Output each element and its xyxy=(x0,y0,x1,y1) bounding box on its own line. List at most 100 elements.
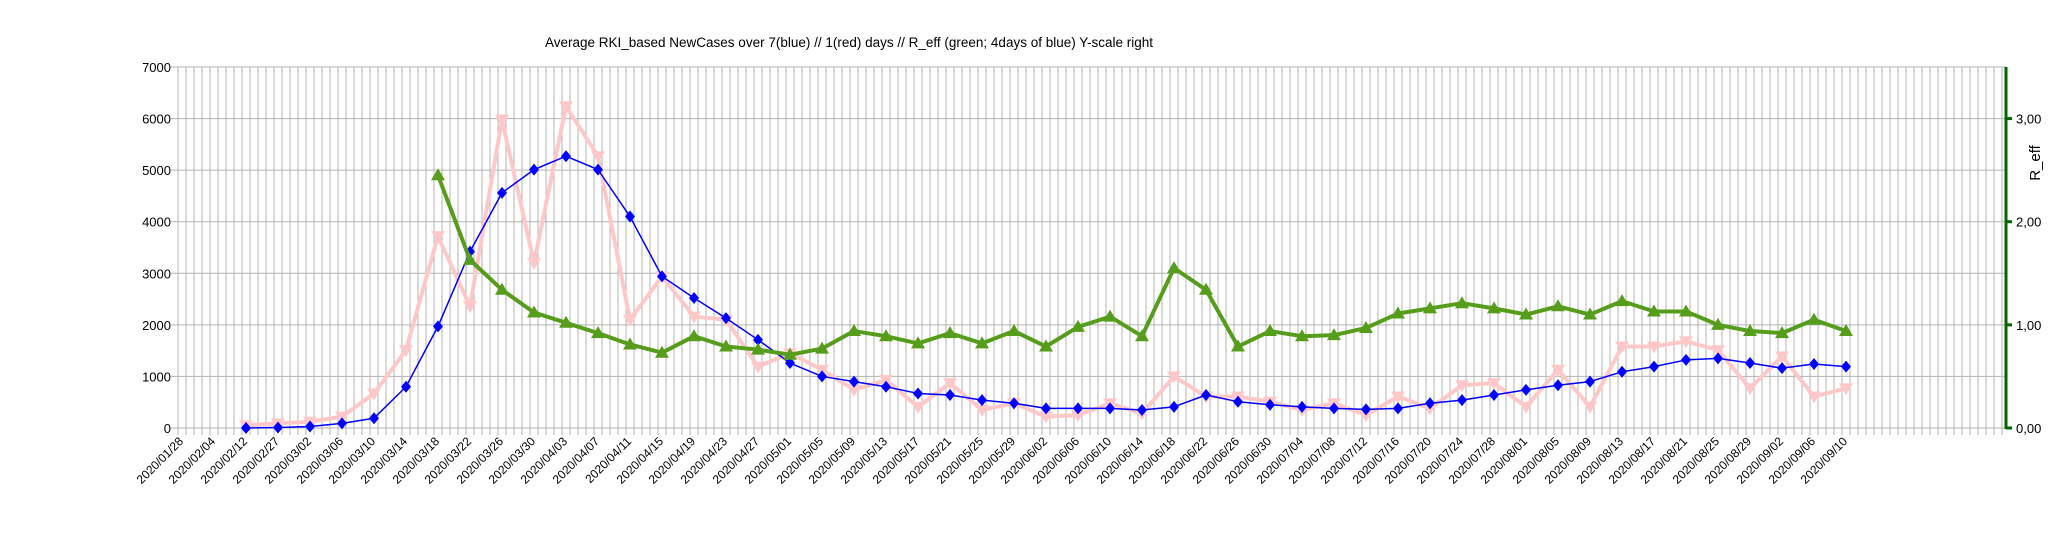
data-point-triangle-down xyxy=(1775,351,1789,364)
y-tick-label: 3000 xyxy=(142,266,171,281)
data-point-triangle-up xyxy=(623,337,637,350)
data-point-triangle-up xyxy=(495,282,509,295)
data-point-triangle-down xyxy=(367,388,381,401)
data-point-diamond xyxy=(1745,357,1755,370)
data-point-diamond xyxy=(1233,395,1243,408)
data-point-diamond xyxy=(273,421,283,434)
y-axis-right: 0,00 1,00 2,00 3,00 xyxy=(2004,67,2041,436)
data-point-triangle-down xyxy=(687,311,701,324)
data-point-triangle-up xyxy=(1391,306,1405,319)
data-point-triangle-up xyxy=(1615,294,1629,307)
data-point-diamond xyxy=(1265,398,1275,411)
data-point-diamond xyxy=(497,186,507,199)
data-point-diamond xyxy=(1553,379,1563,392)
y-tick-label: 0 xyxy=(164,421,171,436)
data-point-triangle-up xyxy=(527,305,541,318)
data-point-diamond xyxy=(785,357,795,370)
data-point-diamond xyxy=(881,380,891,393)
data-point-triangle-up xyxy=(463,252,477,265)
data-point-triangle-up xyxy=(655,345,669,358)
data-point-triangle-up xyxy=(1199,282,1213,295)
data-point-diamond xyxy=(1713,352,1723,365)
data-point-diamond xyxy=(977,394,987,407)
data-point-diamond xyxy=(753,333,763,346)
data-point-triangle-down xyxy=(1039,411,1053,424)
data-point-triangle-down xyxy=(1551,364,1565,377)
data-point-triangle-up xyxy=(1231,339,1245,352)
data-point-triangle-down xyxy=(399,345,413,358)
data-point-triangle-up xyxy=(911,336,925,349)
data-point-diamond xyxy=(1585,375,1595,388)
data-point-diamond xyxy=(433,320,443,333)
data-point-triangle-up xyxy=(847,324,861,337)
data-point-diamond xyxy=(1137,403,1147,416)
data-point-triangle-up xyxy=(559,315,573,328)
data-point-diamond xyxy=(241,422,251,434)
data-point-diamond xyxy=(1617,365,1627,378)
data-point-triangle-up xyxy=(1423,301,1437,314)
data-point-triangle-down xyxy=(1391,391,1405,404)
data-point-triangle-up xyxy=(1807,312,1821,325)
y-tick-label: 6000 xyxy=(142,112,171,127)
data-point-triangle-down xyxy=(591,151,605,164)
data-point-triangle-down xyxy=(431,231,445,244)
data-point-triangle-up xyxy=(943,326,957,339)
y2-tick-label: 3,00 xyxy=(2016,112,2041,127)
data-point-diamond xyxy=(1809,358,1819,371)
series-layer xyxy=(239,101,1853,434)
data-point-diamond xyxy=(1841,360,1851,373)
series-line xyxy=(436,174,1847,357)
data-point-triangle-up xyxy=(1679,304,1693,317)
data-point-triangle-down xyxy=(911,401,925,414)
data-point-diamond xyxy=(817,370,827,383)
data-point-triangle-up xyxy=(1487,301,1501,314)
data-point-diamond xyxy=(337,417,347,430)
data-point-triangle-up xyxy=(1263,324,1277,337)
data-point-triangle-down xyxy=(623,314,637,327)
data-point-triangle-up xyxy=(1167,261,1181,274)
data-point-triangle-down xyxy=(1487,378,1501,391)
data-point-triangle-down xyxy=(975,404,989,417)
series-line xyxy=(245,155,1847,429)
data-point-triangle-down xyxy=(1615,341,1629,354)
data-point-diamond xyxy=(305,420,315,433)
y-tick-label: 7000 xyxy=(142,60,171,75)
data-point-triangle-down xyxy=(1839,383,1853,396)
data-point-triangle-down xyxy=(1807,391,1821,404)
data-point-triangle-up xyxy=(1711,317,1725,330)
data-point-diamond xyxy=(1777,362,1787,375)
data-point-triangle-up xyxy=(879,329,893,342)
data-point-triangle-up xyxy=(1007,324,1021,337)
data-point-triangle-up xyxy=(783,347,797,360)
data-point-triangle-down xyxy=(1167,371,1181,384)
data-point-diamond xyxy=(1681,353,1691,366)
series-diamond xyxy=(241,150,1851,434)
data-point-diamond xyxy=(625,210,635,223)
data-point-triangle-up xyxy=(1359,320,1373,333)
data-point-triangle-up xyxy=(1743,324,1757,337)
data-point-diamond xyxy=(369,412,379,425)
data-point-triangle-up xyxy=(687,329,701,342)
data-point-triangle-up xyxy=(1839,324,1853,337)
data-point-triangle-up xyxy=(719,339,733,352)
data-point-triangle-up xyxy=(1135,329,1149,342)
series-triangle-down xyxy=(239,101,1853,433)
data-point-triangle-down xyxy=(847,384,861,397)
data-point-triangle-down xyxy=(1519,401,1533,414)
y2-tick-label: 2,00 xyxy=(2016,215,2041,230)
data-point-diamond xyxy=(561,150,571,163)
data-point-triangle-up xyxy=(1071,319,1085,332)
data-point-diamond xyxy=(1489,388,1499,401)
data-point-triangle-up xyxy=(815,341,829,354)
y2-axis-title: R_eff xyxy=(2027,144,2044,180)
y-axis-left: 0 1000 2000 3000 4000 5000 6000 7000 xyxy=(142,60,171,436)
series-triangle-up xyxy=(431,168,1853,360)
data-point-diamond xyxy=(1393,402,1403,415)
data-point-triangle-up xyxy=(591,326,605,339)
data-point-diamond xyxy=(1169,400,1179,413)
data-point-diamond xyxy=(1201,388,1211,401)
data-point-diamond xyxy=(1457,394,1467,407)
data-point-triangle-down xyxy=(495,114,509,127)
data-point-diamond xyxy=(689,292,699,305)
